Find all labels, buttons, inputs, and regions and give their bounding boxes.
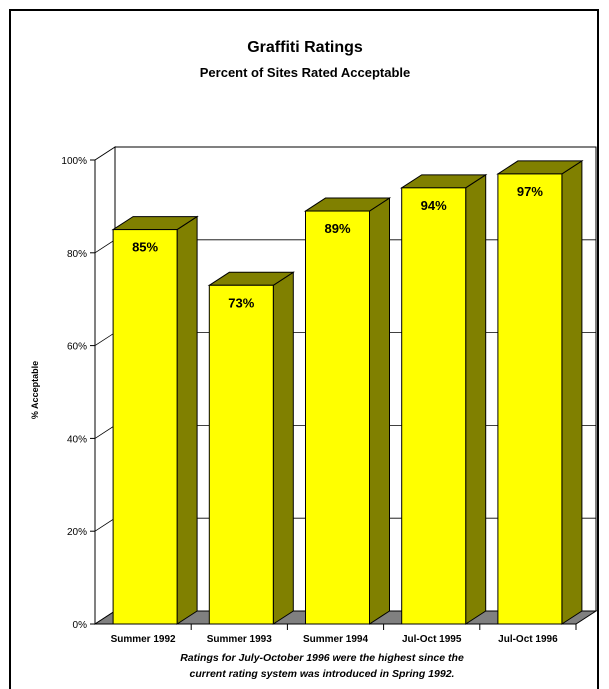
bar-side <box>369 197 390 625</box>
x-tick-label: Summer 1992 <box>111 634 176 645</box>
side-wall <box>94 146 116 625</box>
bar-side <box>465 173 487 625</box>
bar <box>112 229 178 625</box>
x-tick-label: Jul-Oct 1995 <box>402 634 462 645</box>
bar-side <box>176 215 198 625</box>
data-label: 89% <box>324 221 350 236</box>
bar-side <box>272 271 294 625</box>
x-tick-label: Summer 1993 <box>207 634 272 645</box>
x-tick-label: Jul-Oct 1996 <box>498 634 558 645</box>
footnote-line-2: current rating system was introduced in … <box>190 668 455 680</box>
data-label: 97% <box>517 184 543 199</box>
y-axis-label: % Acceptable <box>30 361 40 419</box>
chart-title: Graffiti Ratings <box>247 39 363 56</box>
bar <box>497 173 563 625</box>
data-label: 73% <box>228 295 254 310</box>
data-label: 85% <box>132 240 158 255</box>
y-tick-label: 0% <box>73 620 88 631</box>
y-tick-label: 100% <box>61 156 87 167</box>
x-tick-label: Summer 1994 <box>303 634 368 645</box>
plot-area: 0% 20% 40% 60% 80% 100% 85% Summer 1992 73% Summe… <box>61 146 598 645</box>
bar <box>208 284 274 625</box>
y-tick-label: 40% <box>67 434 87 445</box>
chart-subtitle: Percent of Sites Rated Acceptable <box>200 65 410 80</box>
bar-side <box>561 159 583 625</box>
data-label: 94% <box>421 198 447 213</box>
chart-frame <box>9 9 599 689</box>
y-tick-label: 60% <box>67 342 87 353</box>
bar <box>401 187 467 625</box>
bar <box>305 210 370 625</box>
y-tick-label: 80% <box>67 249 87 260</box>
y-tick-label: 20% <box>67 527 87 538</box>
footnote-line-1: Ratings for July-October 1996 were the h… <box>180 652 464 664</box>
